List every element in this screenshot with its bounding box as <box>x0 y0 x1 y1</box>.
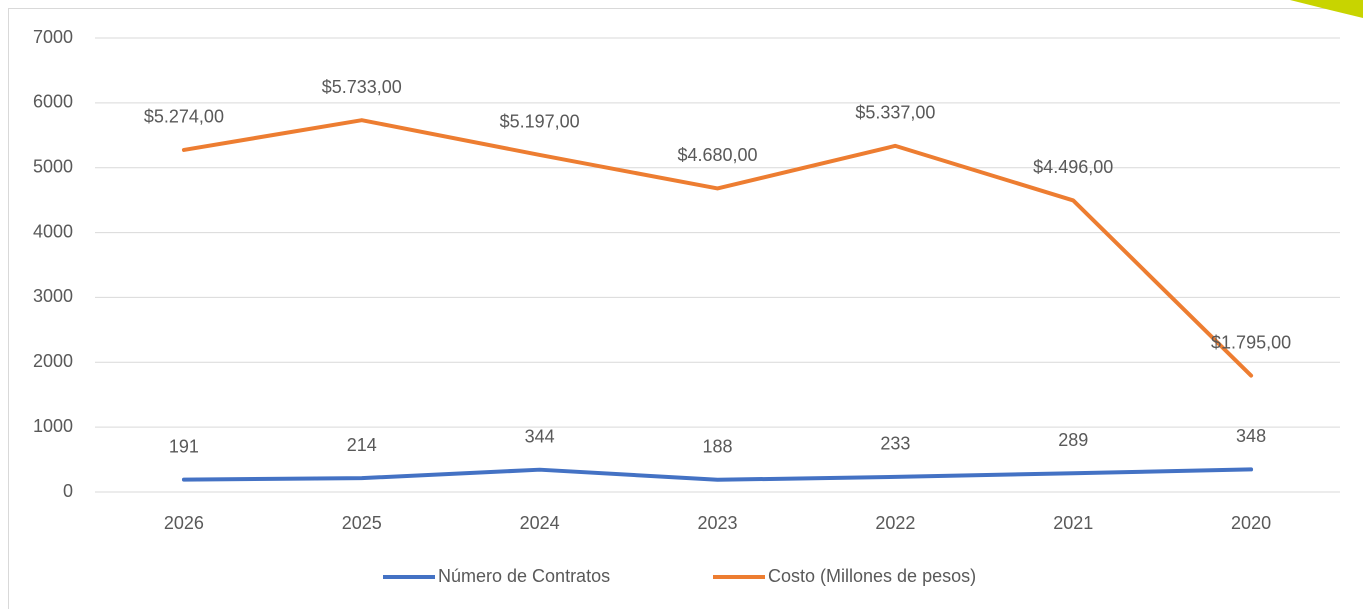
corner-decoration <box>1290 0 1363 18</box>
data-label: 188 <box>702 437 732 457</box>
chart-frame <box>8 8 1363 609</box>
y-tick-label: 3000 <box>33 286 73 306</box>
x-tick-label: 2020 <box>1231 513 1271 533</box>
y-tick-label: 4000 <box>33 221 73 241</box>
y-tick-label: 2000 <box>33 351 73 371</box>
series-line <box>181 467 1254 482</box>
x-tick-label: 2022 <box>875 513 915 533</box>
y-tick-label: 0 <box>63 481 73 501</box>
data-label: 289 <box>1058 430 1088 450</box>
series-line <box>181 118 1254 378</box>
data-label: 191 <box>169 436 199 456</box>
y-tick-label: 5000 <box>33 156 73 176</box>
data-label: 233 <box>880 434 910 454</box>
x-tick-label: 2024 <box>520 513 560 533</box>
x-tick-label: 2025 <box>342 513 382 533</box>
x-tick-label: 2026 <box>164 513 204 533</box>
x-tick-label: 2021 <box>1053 513 1093 533</box>
data-label: $5.197,00 <box>500 112 580 132</box>
data-label: $4.496,00 <box>1033 157 1113 177</box>
data-label: $5.337,00 <box>855 103 935 123</box>
legend-label: Costo (Millones de pesos) <box>768 566 976 586</box>
data-label: 214 <box>347 435 377 455</box>
data-label: $1.795,00 <box>1211 332 1291 352</box>
legend-label: Número de Contratos <box>438 566 610 586</box>
data-label: $5.733,00 <box>322 77 402 97</box>
y-tick-label: 7000 <box>33 27 73 47</box>
y-tick-label: 1000 <box>33 416 73 436</box>
data-label: 348 <box>1236 426 1266 446</box>
x-tick-label: 2023 <box>697 513 737 533</box>
data-label: $4.680,00 <box>677 145 757 165</box>
data-label: 344 <box>525 426 555 446</box>
data-label: $5.274,00 <box>144 107 224 127</box>
y-tick-label: 6000 <box>33 92 73 112</box>
